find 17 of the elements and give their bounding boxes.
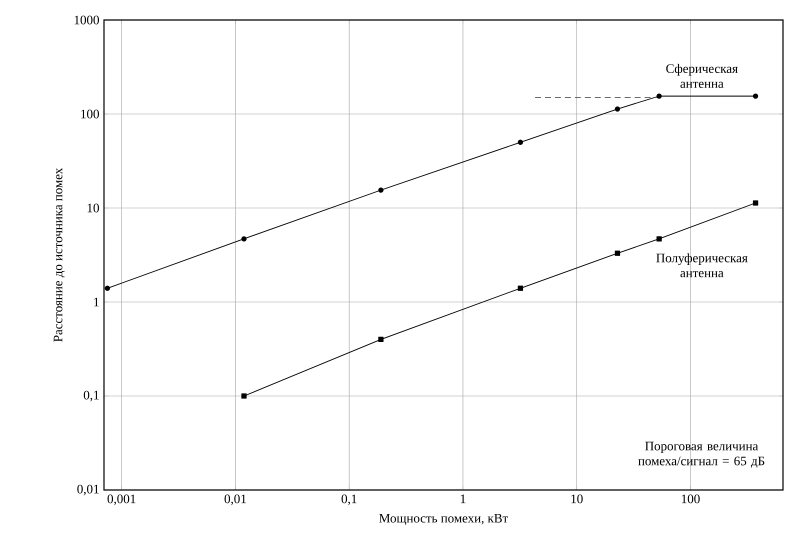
x-tick-label: 1: [460, 494, 466, 504]
x-tick-label: 0,01: [224, 494, 246, 506]
annotation: Пороговая величина помеха/сигнал = 65 дБ: [638, 442, 764, 468]
y-tick-label: 1000: [74, 16, 99, 24]
x-tick-label: 0,1: [342, 494, 356, 506]
y-axis-title: Расстояние до источника помех: [54, 168, 65, 342]
x-tick-label: 100: [682, 494, 700, 504]
y-tick-label: 0,1: [84, 390, 99, 402]
y-tick-label: 0,01: [77, 484, 99, 496]
x-tick-label: 0,001: [108, 494, 136, 506]
series-label: Сферическая антенна: [666, 64, 738, 88]
series-label: Полуферическая антенна: [656, 253, 748, 278]
x-tick-label: 10: [571, 494, 583, 504]
y-tick-label: 100: [81, 110, 99, 118]
x-axis-title: Мощность помехи, кВт: [379, 514, 508, 526]
y-tick-label: 10: [88, 204, 99, 212]
y-tick-label: 1: [94, 298, 99, 306]
